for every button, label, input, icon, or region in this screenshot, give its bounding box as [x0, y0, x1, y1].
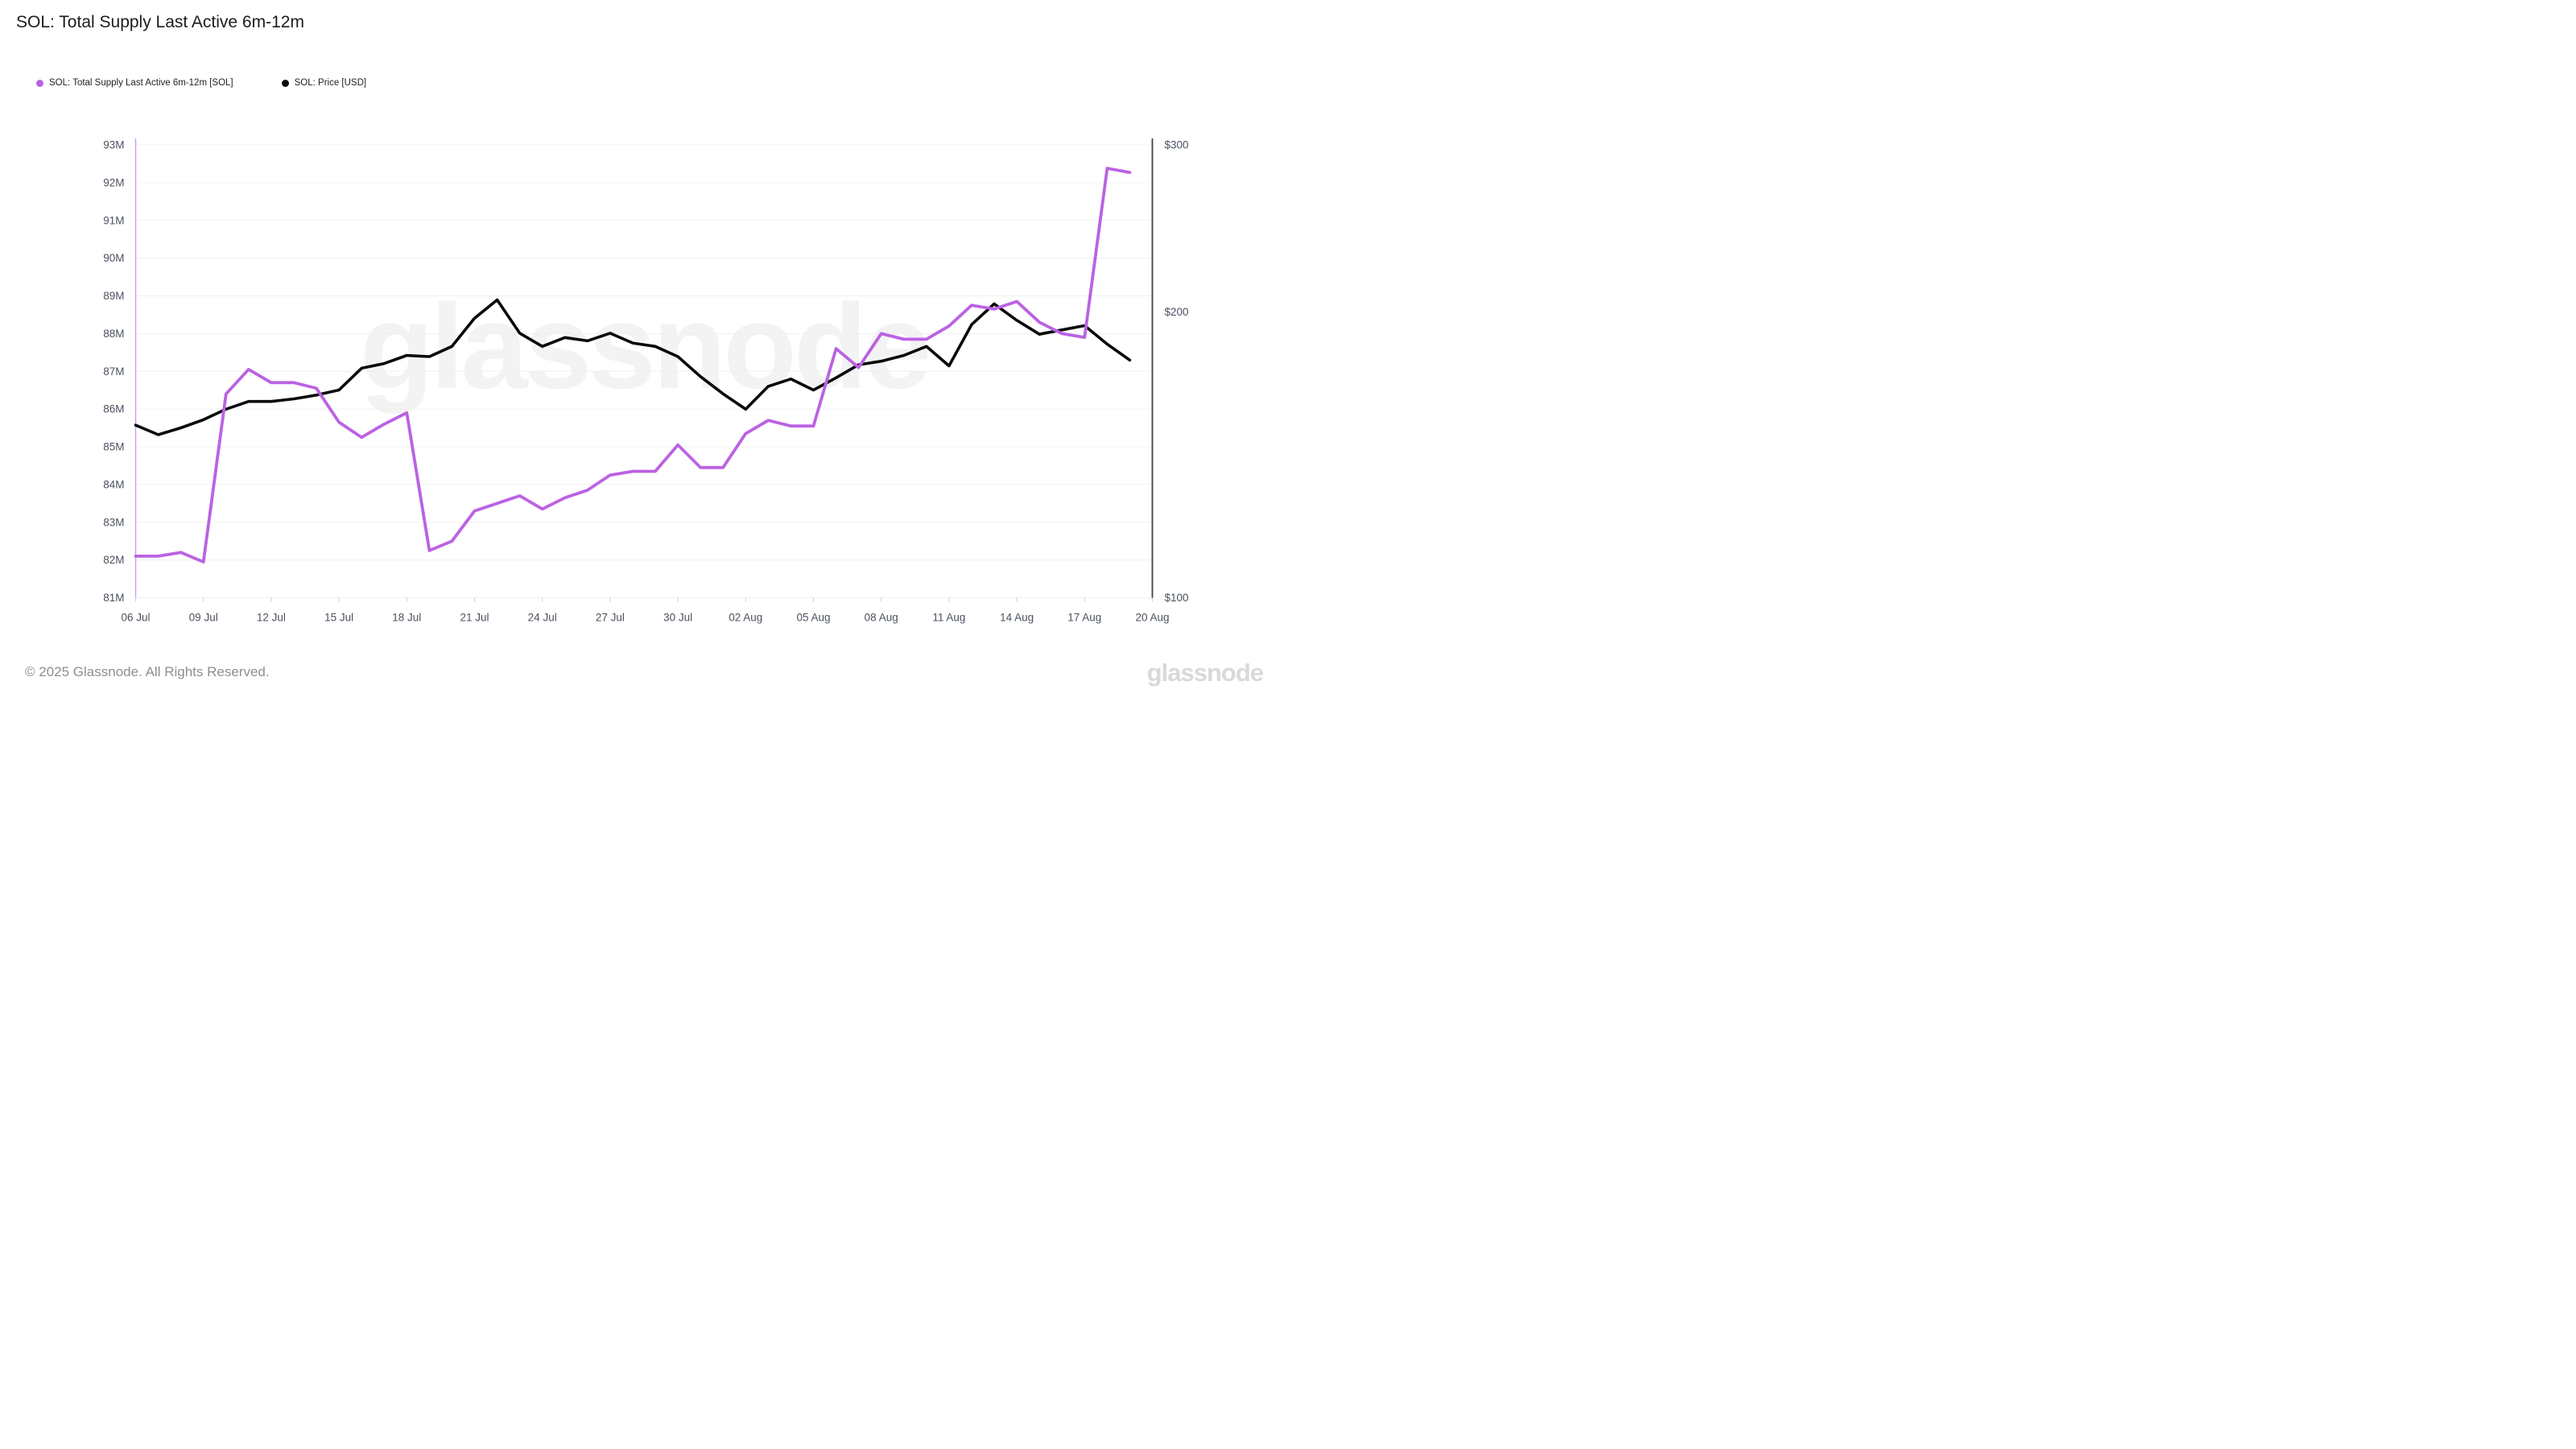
y-axis-right-tick-label: $200	[1165, 306, 1189, 318]
chart-legend: SOL: Total Supply Last Active 6m-12m [SO…	[36, 78, 366, 88]
y-axis-left-tick-label: 90M	[103, 252, 124, 264]
y-axis-left-tick-label: 84M	[103, 478, 124, 490]
x-axis-tick-label: 24 Jul	[528, 612, 557, 624]
y-axis-right-tick-label: $100	[1165, 592, 1189, 604]
y-axis-right-tick-label: $300	[1165, 139, 1189, 151]
y-axis-left-tick-label: 81M	[103, 592, 124, 604]
x-axis-tick-label: 18 Jul	[392, 612, 421, 624]
x-axis-tick-label: 11 Aug	[932, 612, 965, 624]
legend-item-price[interactable]: SOL: Price [USD]	[281, 78, 367, 88]
chart-plot-area[interactable]: 93M 92M 91M 90M 89M 88M 87M 86M 85M 84M 83M 82M 81M $…	[0, 0, 1288, 729]
x-axis-tick-label: 05 Aug	[796, 612, 830, 624]
x-axis-tick-label: 14 Aug	[1000, 612, 1034, 624]
x-axis-tick-label: 02 Aug	[729, 612, 762, 624]
y-axis-left-tick-label: 88M	[103, 328, 124, 340]
y-axis-left-tick-label: 82M	[103, 554, 124, 566]
x-axis-tick-label: 17 Aug	[1067, 612, 1101, 624]
y-axis-left-tick-label: 89M	[103, 290, 124, 302]
x-axis-tick-label: 15 Jul	[324, 612, 353, 624]
circle-icon	[36, 79, 43, 87]
x-axis-tick-label: 12 Jul	[257, 612, 286, 624]
x-axis-tick-label: 06 Jul	[121, 612, 150, 624]
y-axis-left-tick-label: 85M	[103, 441, 124, 453]
legend-label: SOL: Price [USD]	[294, 78, 367, 88]
y-axis-left-tick-label: 91M	[103, 214, 124, 226]
y-axis-left-tick-label: 83M	[103, 516, 124, 528]
x-axis-tick-label: 21 Jul	[460, 612, 489, 624]
legend-label: SOL: Total Supply Last Active 6m-12m [SO…	[49, 78, 233, 88]
glassnode-logo: glassnode	[1146, 658, 1264, 687]
price-line-series[interactable]	[134, 298, 1132, 436]
x-axis-tick-label: 20 Aug	[1135, 612, 1169, 624]
supply-line-series[interactable]	[134, 167, 1132, 564]
x-axis-tick-label: 27 Jul	[596, 612, 625, 624]
x-axis-tick-label: 09 Jul	[189, 612, 218, 624]
page-title: SOL: Total Supply Last Active 6m-12m	[16, 13, 304, 31]
legend-item-supply[interactable]: SOL: Total Supply Last Active 6m-12m [SO…	[36, 78, 233, 88]
x-axis-tick-label: 08 Aug	[865, 612, 898, 624]
y-axis-left-tick-label: 92M	[103, 176, 124, 188]
x-axis-tick-label: 30 Jul	[663, 612, 692, 624]
circle-icon	[281, 79, 289, 87]
copyright-text: © 2025 Glassnode. All Rights Reserved.	[25, 664, 270, 679]
line-chart-svg: 93M 92M 91M 90M 89M 88M 87M 86M 85M 84M 83M 82M 81M $…	[103, 138, 1189, 624]
y-axis-left-tick-label: 86M	[103, 403, 124, 415]
y-axis-left-tick-label: 93M	[103, 139, 124, 151]
y-axis-left-tick-label: 87M	[103, 365, 124, 378]
